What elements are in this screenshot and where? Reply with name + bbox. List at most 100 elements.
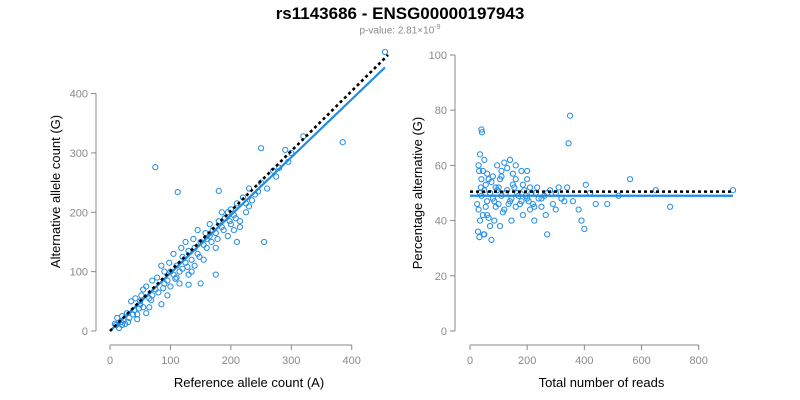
data-point (242, 209, 250, 216)
data-point (236, 218, 244, 225)
data-point (257, 145, 265, 152)
data-point (518, 167, 525, 175)
data-point (208, 238, 215, 246)
data-point (138, 292, 145, 299)
data-point (112, 321, 120, 329)
data-point (489, 173, 496, 180)
data-point (200, 256, 207, 263)
y-tick-label: 40 (435, 216, 447, 228)
data-point (155, 289, 162, 296)
data-point (158, 301, 165, 308)
data-point (509, 170, 516, 177)
data-point (499, 209, 506, 216)
x-tick-label: 400 (343, 355, 361, 367)
data-point (519, 181, 526, 188)
data-point (478, 126, 485, 133)
data-point (478, 129, 486, 136)
data-point (552, 206, 559, 213)
data-point (476, 217, 484, 224)
data-point (170, 250, 177, 257)
data-point (176, 268, 183, 275)
data-point (167, 283, 174, 290)
data-point (230, 226, 237, 234)
data-point (203, 244, 210, 251)
x-tick-label: 800 (690, 355, 708, 367)
data-point (245, 203, 253, 210)
data-point (561, 198, 568, 205)
data-point (592, 200, 599, 208)
data-point (512, 203, 519, 210)
data-point (173, 274, 180, 281)
data-point (524, 176, 531, 183)
data-point (504, 165, 511, 172)
y-tick-label: 200 (70, 207, 88, 219)
data-point (188, 268, 195, 275)
data-point (480, 231, 487, 238)
y-tick-label: 100 (429, 50, 447, 62)
data-point (482, 203, 489, 210)
y-tick-label: 80 (435, 105, 447, 117)
chart-subtitle: p-value: 2.81×10-9 (0, 24, 800, 36)
data-point (475, 206, 482, 213)
data-point (184, 263, 191, 270)
data-point (182, 238, 189, 246)
data-point (212, 244, 219, 251)
data-point (143, 283, 150, 290)
x-axis-label: Total number of reads (539, 375, 665, 390)
data-point (484, 198, 491, 205)
x-axis-label: Reference allele count (A) (174, 375, 324, 390)
data-point (161, 268, 168, 275)
data-point (158, 262, 165, 269)
data-point (236, 224, 244, 231)
data-point (542, 211, 549, 219)
data-point (498, 167, 505, 175)
data-point (185, 271, 192, 278)
data-point (178, 244, 185, 251)
data-point (498, 173, 505, 180)
data-point (516, 200, 524, 208)
y-tick-label: 20 (435, 271, 447, 283)
reference-line (109, 54, 389, 332)
data-point (224, 232, 231, 240)
data-point (147, 297, 155, 304)
data-point (505, 200, 512, 208)
data-point (196, 253, 203, 260)
data-point (729, 187, 737, 194)
data-point (525, 198, 532, 205)
data-point (197, 280, 204, 287)
x-tick-label: 400 (575, 355, 593, 367)
x-tick-label: 0 (107, 355, 113, 367)
x-tick-label: 300 (282, 355, 300, 367)
data-point (226, 218, 233, 225)
data-point (481, 156, 488, 163)
y-axis-label: Alternative allele count (G) (48, 115, 63, 268)
data-point (479, 211, 486, 219)
data-point (538, 203, 545, 210)
data-point (245, 185, 253, 192)
data-point (474, 228, 482, 235)
data-point (128, 298, 135, 305)
data-point (188, 256, 195, 263)
data-point (232, 215, 239, 222)
data-point (160, 285, 167, 292)
y-tick-label: 60 (435, 160, 447, 172)
data-point (506, 156, 514, 163)
data-point (476, 151, 484, 158)
data-point (578, 217, 585, 224)
data-point (667, 203, 674, 210)
data-point (526, 206, 534, 213)
data-point (185, 281, 192, 288)
data-point (544, 231, 551, 238)
data-point (626, 176, 634, 183)
data-point (172, 275, 179, 282)
data-point (512, 162, 519, 169)
data-point (569, 198, 577, 205)
data-point (215, 187, 222, 195)
data-point (511, 184, 518, 191)
data-point (146, 304, 153, 311)
fit-line (109, 66, 386, 332)
data-point (227, 221, 234, 228)
data-point (140, 286, 147, 293)
data-point (166, 259, 173, 266)
